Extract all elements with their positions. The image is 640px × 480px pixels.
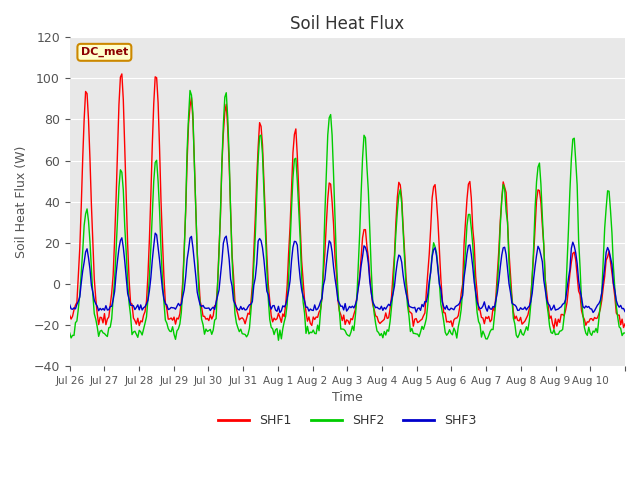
SHF1 [118, 71, 125, 77]
SHF1 [353, 295, 360, 300]
Line: SHF2: SHF2 [70, 90, 625, 340]
SHF3 [620, 306, 627, 312]
SHF1 [66, 312, 74, 318]
SHF2 [66, 330, 74, 336]
X-axis label: Time: Time [332, 391, 363, 404]
SHF3 [102, 303, 109, 309]
SHF2 [547, 330, 555, 336]
SHF2 [620, 330, 627, 336]
SHF3 [276, 310, 284, 315]
SHF3 [621, 309, 629, 314]
SHF2 [102, 332, 109, 338]
SHF1 [620, 324, 627, 330]
Line: SHF3: SHF3 [70, 233, 625, 312]
Y-axis label: Soil Heat Flux (W): Soil Heat Flux (W) [15, 145, 28, 258]
SHF3 [84, 255, 92, 261]
SHF1 [102, 322, 109, 327]
SHF2 [84, 218, 92, 224]
SHF2 [355, 264, 362, 269]
Line: SHF1: SHF1 [70, 74, 625, 329]
SHF3 [465, 243, 472, 249]
SHF1 [550, 326, 558, 332]
SHF2 [275, 337, 282, 343]
Legend: SHF1, SHF2, SHF3: SHF1, SHF2, SHF3 [213, 409, 481, 432]
SHF1 [546, 316, 554, 322]
SHF3 [66, 302, 74, 308]
SHF2 [465, 212, 472, 217]
SHF1 [621, 321, 629, 327]
SHF3 [355, 286, 362, 292]
Title: Soil Heat Flux: Soil Heat Flux [290, 15, 404, 33]
Text: DC_met: DC_met [81, 47, 128, 58]
SHF3 [152, 230, 159, 236]
SHF3 [547, 307, 555, 313]
SHF1 [463, 197, 471, 203]
SHF2 [186, 87, 194, 93]
SHF2 [621, 330, 629, 336]
SHF1 [84, 117, 92, 122]
